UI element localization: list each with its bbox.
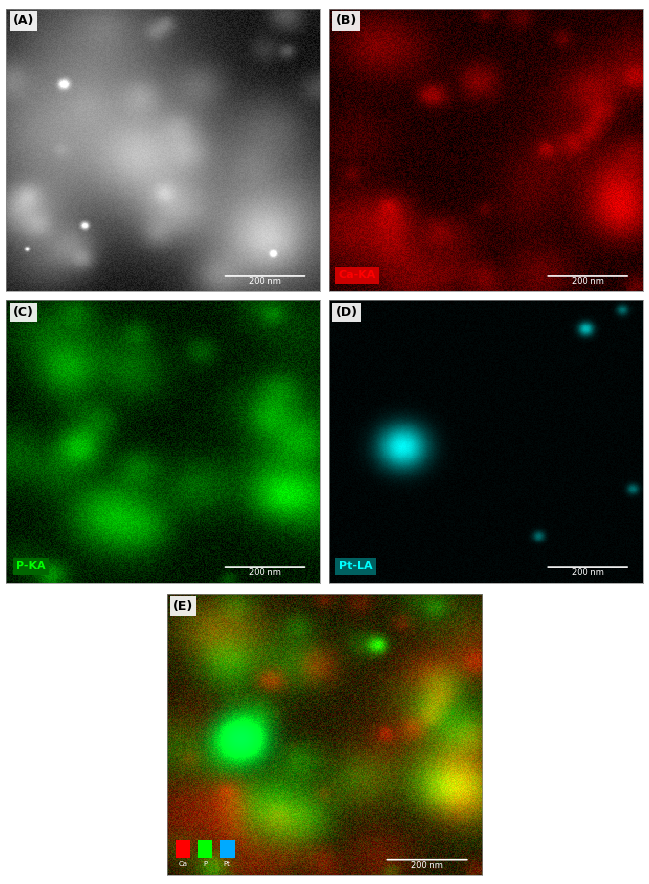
Text: 200 nm: 200 nm bbox=[572, 277, 604, 286]
FancyBboxPatch shape bbox=[220, 840, 234, 858]
Text: 200 nm: 200 nm bbox=[572, 568, 604, 577]
Text: Ca: Ca bbox=[178, 861, 188, 866]
Text: (D): (D) bbox=[336, 306, 358, 318]
Text: (C): (C) bbox=[13, 306, 34, 318]
Text: (A): (A) bbox=[13, 14, 34, 27]
Text: Ca-KA: Ca-KA bbox=[339, 271, 376, 280]
Text: Pt-LA: Pt-LA bbox=[339, 561, 373, 571]
Text: 200 nm: 200 nm bbox=[411, 860, 443, 870]
Text: (B): (B) bbox=[336, 14, 357, 27]
Text: (E): (E) bbox=[173, 599, 193, 613]
FancyBboxPatch shape bbox=[176, 840, 190, 858]
Text: P: P bbox=[203, 861, 207, 866]
Text: P-KA: P-KA bbox=[16, 561, 45, 571]
FancyBboxPatch shape bbox=[198, 840, 212, 858]
Text: 200 nm: 200 nm bbox=[249, 568, 281, 577]
Text: 200 nm: 200 nm bbox=[249, 277, 281, 286]
Text: Pt: Pt bbox=[224, 861, 230, 866]
